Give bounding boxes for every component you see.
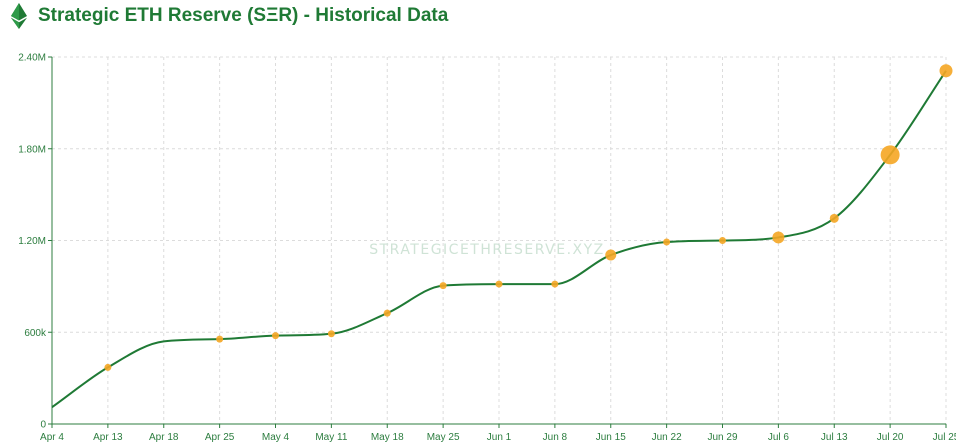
x-tick-label: Apr 18 bbox=[149, 432, 179, 443]
data-point bbox=[216, 335, 224, 343]
data-point bbox=[272, 332, 279, 340]
series-line bbox=[51, 70, 947, 408]
x-tick-label: Jul 25 bbox=[933, 432, 956, 443]
x-axis-ticks: Apr 4 Apr 13 Apr 18 Apr 25 May 4 May 11 May 18… bbox=[40, 432, 956, 443]
y-tick-label: 2.40M bbox=[18, 53, 46, 64]
ethereum-diamond-icon bbox=[11, 3, 27, 29]
data-points bbox=[104, 64, 953, 371]
data-point bbox=[605, 249, 617, 261]
y-axis-ticks: 0 600k 1.20M 1.80M 2.40M bbox=[18, 53, 47, 431]
x-tick-label: May 25 bbox=[427, 432, 460, 443]
watermark-text: STRATEGICETHRESERVE.XYZ bbox=[369, 242, 605, 258]
x-tick-label: Jun 29 bbox=[707, 432, 737, 443]
x-tick-label: Jul 13 bbox=[821, 432, 848, 443]
x-tick-label: Apr 13 bbox=[93, 432, 123, 443]
data-point bbox=[719, 237, 726, 244]
data-point bbox=[829, 213, 839, 223]
x-tick-label: May 4 bbox=[262, 432, 290, 443]
y-tick-label: 1.20M bbox=[18, 236, 46, 247]
y-tick-label: 0 bbox=[40, 420, 46, 431]
x-tick-label: Jun 8 bbox=[543, 432, 568, 443]
y-tick-label: 1.80M bbox=[18, 144, 46, 155]
data-point bbox=[551, 280, 559, 288]
chart-axes bbox=[48, 56, 947, 428]
x-tick-label: Jul 6 bbox=[768, 432, 790, 443]
x-tick-label: Jun 22 bbox=[652, 432, 682, 443]
data-point bbox=[439, 282, 447, 290]
data-point bbox=[663, 238, 671, 246]
chart-title: Strategic ETH Reserve (SΞR) - Historical… bbox=[38, 5, 449, 26]
data-point bbox=[104, 363, 112, 371]
x-tick-label: Jun 15 bbox=[596, 432, 626, 443]
chart-header: Strategic ETH Reserve (SΞR) - Historical… bbox=[10, 2, 448, 30]
chart-grid bbox=[52, 56, 947, 424]
y-tick-label: 600k bbox=[24, 328, 47, 339]
x-tick-label: May 18 bbox=[371, 432, 404, 443]
data-point bbox=[383, 309, 391, 317]
data-point bbox=[772, 231, 785, 244]
x-tick-label: Jul 20 bbox=[877, 432, 904, 443]
data-point bbox=[880, 145, 900, 165]
x-tick-label: Jun 1 bbox=[487, 432, 512, 443]
data-point bbox=[939, 64, 953, 78]
x-tick-label: May 11 bbox=[315, 432, 347, 443]
x-tick-label: Apr 25 bbox=[205, 432, 235, 443]
data-point bbox=[327, 330, 335, 338]
data-point bbox=[495, 280, 503, 288]
x-tick-label: Apr 4 bbox=[40, 432, 64, 443]
